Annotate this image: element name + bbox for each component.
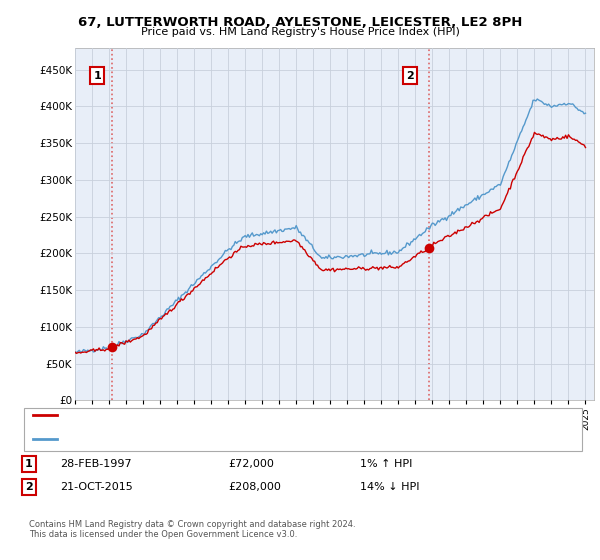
- Text: HPI: Average price, detached house, Leicester: HPI: Average price, detached house, Leic…: [60, 435, 286, 444]
- Text: 14% ↓ HPI: 14% ↓ HPI: [360, 482, 419, 492]
- Text: 2: 2: [406, 71, 414, 81]
- Text: Contains HM Land Registry data © Crown copyright and database right 2024.
This d: Contains HM Land Registry data © Crown c…: [29, 520, 355, 539]
- Text: 21-OCT-2015: 21-OCT-2015: [60, 482, 133, 492]
- Text: 28-FEB-1997: 28-FEB-1997: [60, 459, 131, 469]
- Text: 1: 1: [25, 459, 32, 469]
- Text: £208,000: £208,000: [228, 482, 281, 492]
- Text: 67, LUTTERWORTH ROAD, AYLESTONE, LEICESTER, LE2 8PH: 67, LUTTERWORTH ROAD, AYLESTONE, LEICEST…: [78, 16, 522, 29]
- Text: Price paid vs. HM Land Registry's House Price Index (HPI): Price paid vs. HM Land Registry's House …: [140, 27, 460, 37]
- Text: 2: 2: [25, 482, 32, 492]
- Text: 67, LUTTERWORTH ROAD, AYLESTONE, LEICESTER, LE2 8PH (detached house): 67, LUTTERWORTH ROAD, AYLESTONE, LEICEST…: [60, 410, 440, 420]
- Text: 1: 1: [93, 71, 101, 81]
- Text: £72,000: £72,000: [228, 459, 274, 469]
- Text: 1% ↑ HPI: 1% ↑ HPI: [360, 459, 412, 469]
